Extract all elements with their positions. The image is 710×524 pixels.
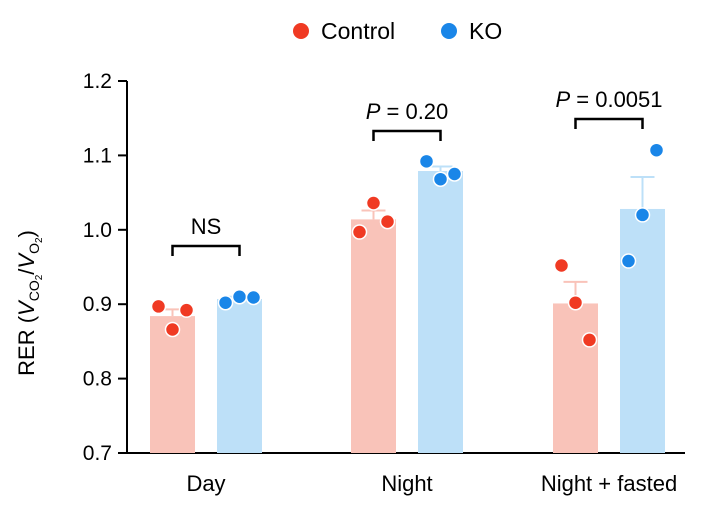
- y-tick-label: 1.1: [83, 144, 112, 167]
- legend-label: KO: [469, 18, 502, 44]
- data-point: [231, 289, 248, 305]
- data-point: [567, 294, 584, 311]
- bar: [351, 219, 396, 453]
- data-point: [418, 153, 435, 170]
- data-point: [648, 142, 665, 158]
- bar: [217, 298, 262, 453]
- bar: [620, 208, 665, 453]
- data-point: [379, 213, 396, 230]
- data-point: [164, 321, 181, 338]
- data-point: [446, 166, 463, 182]
- y-tick-label: 1.0: [83, 219, 112, 242]
- legend-marker: [293, 23, 309, 39]
- data-point: [553, 257, 570, 274]
- axes: 0.7 0.8 0.9 1.0 1.1 1.2 Day Night Night + fasted: [83, 70, 685, 496]
- bar: [418, 171, 463, 454]
- y-axis-label: RER (VCO2/VO2): [14, 230, 45, 376]
- significance-bracket: [171, 244, 241, 256]
- data-point: [365, 195, 382, 211]
- data-point: [620, 253, 637, 269]
- y-axis-label-v2: V: [14, 252, 39, 269]
- y-axis-label-slash: /: [14, 268, 39, 275]
- x-category-label: Day: [186, 471, 225, 496]
- y-tick-label: 0.7: [83, 442, 112, 465]
- bar: [553, 303, 598, 453]
- y-axis-label-suffix: ): [14, 230, 39, 237]
- data-point: [150, 298, 167, 315]
- legend-label: Control: [321, 18, 395, 44]
- y-axis-label-v1: V: [14, 299, 39, 316]
- data-point: [432, 171, 449, 187]
- significance-label: NS: [191, 214, 222, 239]
- x-category-label: Night + fasted: [541, 471, 677, 496]
- significance-label: P = 0.20: [366, 99, 449, 124]
- y-axis-label-sub2: O: [26, 243, 42, 254]
- data-point: [217, 294, 234, 311]
- legend: Control KO: [293, 18, 502, 44]
- y-tick-label: 1.2: [83, 70, 112, 93]
- y-axis-label-sub1b: 2: [34, 274, 45, 280]
- data-point: [178, 302, 195, 318]
- y-tick-label: 0.8: [83, 368, 112, 391]
- data-point: [634, 207, 651, 223]
- data-points: [150, 142, 665, 348]
- x-category-label: Night: [381, 471, 432, 496]
- y-tick-label: 0.9: [83, 293, 112, 316]
- data-point: [245, 289, 262, 306]
- data-point: [581, 332, 598, 348]
- bars: [150, 171, 665, 454]
- y-axis-label-sub2b: 2: [34, 237, 45, 243]
- y-axis-label-sub1: CO: [26, 280, 42, 301]
- legend-marker: [441, 23, 457, 39]
- significance-bracket: [372, 129, 442, 141]
- significance-label: P = 0.0051: [555, 87, 662, 112]
- bar: [150, 316, 195, 453]
- significance-bracket: [574, 117, 644, 129]
- significance-annotations: NS P = 0.20 P = 0.0051: [171, 87, 663, 256]
- y-axis-label-prefix: RER (: [14, 315, 39, 376]
- data-point: [351, 224, 368, 240]
